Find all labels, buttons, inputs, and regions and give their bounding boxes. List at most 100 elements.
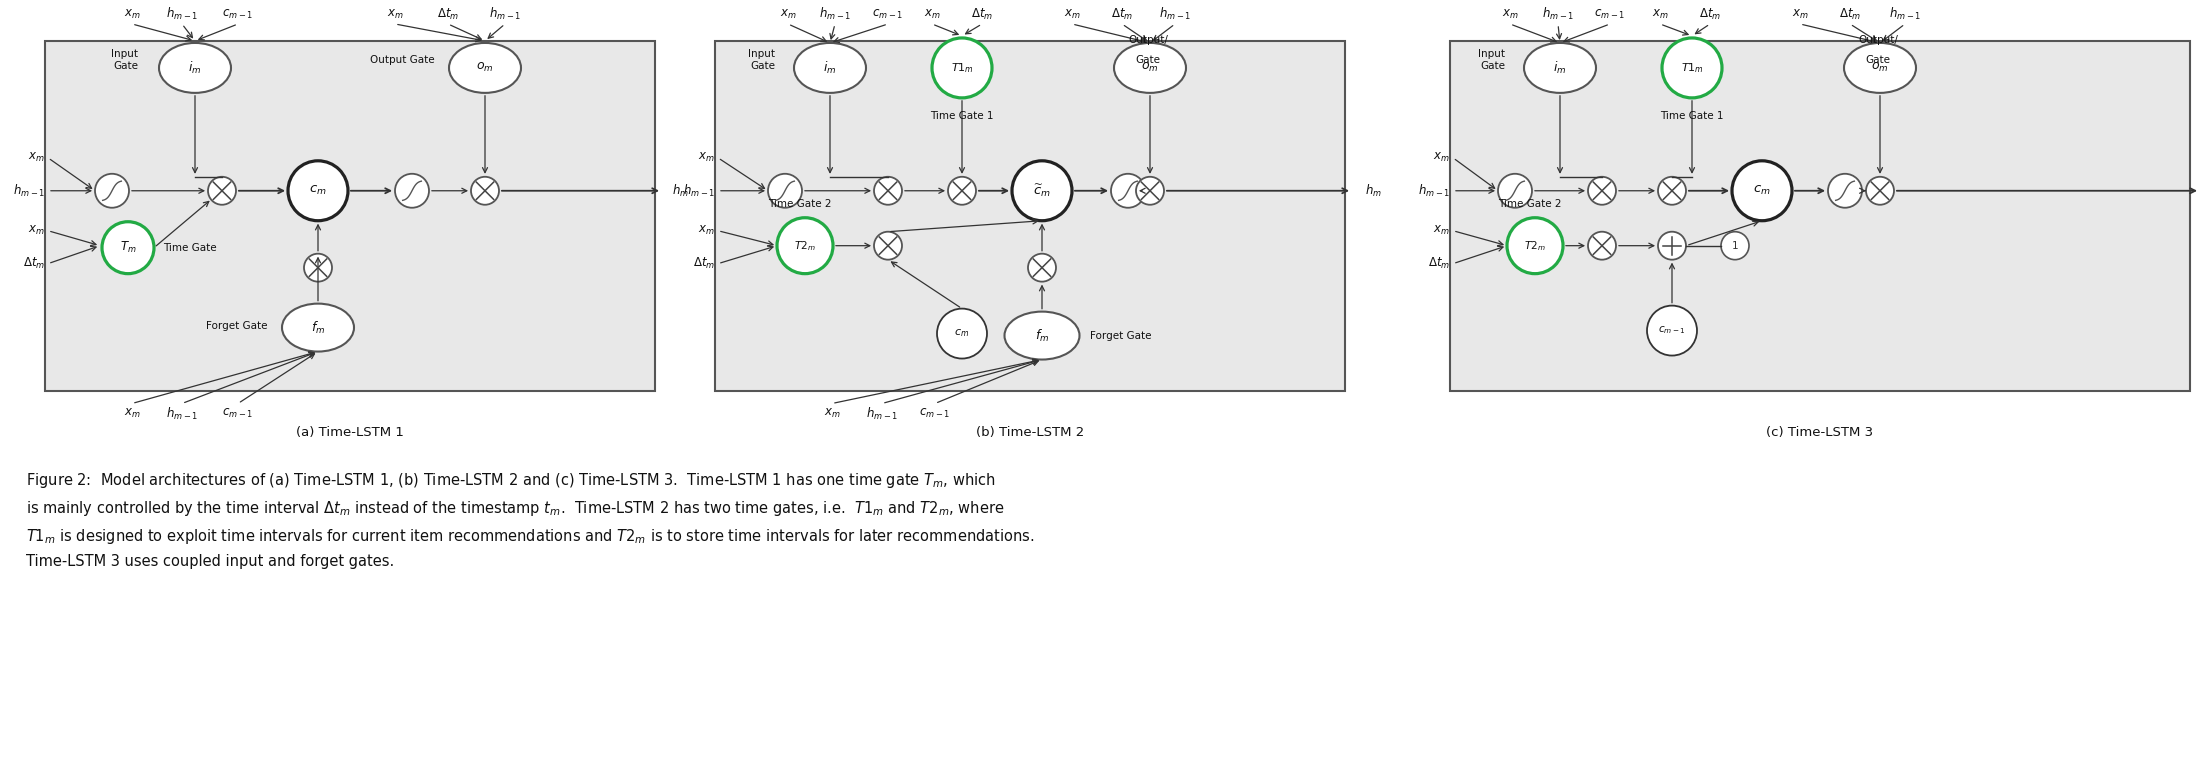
Text: $h_{m-1}$: $h_{m-1}$ (489, 6, 522, 22)
Circle shape (288, 161, 348, 220)
Text: $T2_m$: $T2_m$ (795, 239, 815, 253)
Circle shape (95, 174, 130, 207)
Text: $c_m$: $c_m$ (1753, 184, 1770, 197)
Text: $x_m$: $x_m$ (123, 407, 141, 420)
Text: (b) Time-LSTM 2: (b) Time-LSTM 2 (975, 426, 1083, 439)
Text: $o_m$: $o_m$ (1141, 61, 1158, 74)
Text: Input
Gate: Input Gate (110, 49, 139, 71)
Ellipse shape (1114, 43, 1187, 93)
Circle shape (1497, 174, 1533, 207)
Circle shape (1028, 253, 1057, 282)
Circle shape (1658, 232, 1687, 260)
Circle shape (1588, 232, 1616, 260)
Text: $x_m$: $x_m$ (1652, 8, 1669, 21)
Text: $\Delta t_m$: $\Delta t_m$ (22, 256, 44, 271)
Text: Output/: Output/ (1858, 35, 1898, 45)
Text: $\Delta t_m$: $\Delta t_m$ (1112, 6, 1134, 22)
Circle shape (101, 222, 154, 273)
Ellipse shape (159, 43, 231, 93)
Ellipse shape (1843, 43, 1916, 93)
Text: $\Delta t_m$: $\Delta t_m$ (1839, 6, 1861, 22)
Text: $h_{m-1}$: $h_{m-1}$ (165, 6, 198, 22)
Circle shape (207, 177, 236, 205)
Text: $T_m$: $T_m$ (119, 240, 137, 255)
Text: $h_m$: $h_m$ (1365, 183, 1383, 199)
Text: $x_m$: $x_m$ (1502, 8, 1519, 21)
Text: $h_{m-1}$: $h_{m-1}$ (819, 6, 850, 22)
Text: $T1_m$: $T1_m$ (1680, 61, 1704, 74)
Text: $h_{m-1}$: $h_{m-1}$ (1889, 6, 1920, 22)
Text: $\Delta t_m$: $\Delta t_m$ (436, 6, 458, 22)
Text: $c_{m-1}$: $c_{m-1}$ (222, 407, 253, 420)
Circle shape (1013, 161, 1072, 220)
Text: Output Gate: Output Gate (370, 55, 436, 65)
Text: $c_{m-1}$: $c_{m-1}$ (920, 407, 951, 420)
Text: $h_{m-1}$: $h_{m-1}$ (165, 406, 198, 422)
Text: $x_m$: $x_m$ (923, 8, 940, 21)
Text: $c_{m-1}$: $c_{m-1}$ (872, 8, 903, 21)
Text: $h_{m-1}$: $h_{m-1}$ (683, 183, 716, 199)
Text: Time Gate 2: Time Gate 2 (768, 199, 832, 209)
Text: $h_m$: $h_m$ (672, 183, 689, 199)
Text: Forget Gate: Forget Gate (1090, 330, 1152, 340)
Text: $x_m$: $x_m$ (698, 151, 716, 164)
Ellipse shape (795, 43, 865, 93)
Text: $h_{m-1}$: $h_{m-1}$ (1158, 6, 1191, 22)
Text: $x_m$: $x_m$ (29, 151, 44, 164)
Circle shape (1663, 38, 1722, 98)
Text: $x_m$: $x_m$ (780, 8, 797, 21)
Text: $c_m$: $c_m$ (308, 184, 326, 197)
Text: $h_{m-1}$: $h_{m-1}$ (1541, 6, 1574, 22)
Text: $x_m$: $x_m$ (824, 407, 841, 420)
Circle shape (1588, 177, 1616, 205)
Text: Output/: Output/ (1127, 35, 1167, 45)
FancyBboxPatch shape (716, 41, 1345, 390)
Text: Input
Gate: Input Gate (749, 49, 775, 71)
Text: $f_m$: $f_m$ (1035, 327, 1048, 343)
Circle shape (1722, 232, 1748, 260)
Circle shape (1506, 217, 1563, 273)
Text: $h_{m-1}$: $h_{m-1}$ (1418, 183, 1449, 199)
Text: $\Delta t_m$: $\Delta t_m$ (971, 6, 993, 22)
Circle shape (1112, 174, 1145, 207)
Ellipse shape (1004, 312, 1079, 359)
Text: $h_{m-1}$: $h_{m-1}$ (13, 183, 44, 199)
Circle shape (768, 174, 802, 207)
Text: $f_m$: $f_m$ (310, 319, 326, 336)
Text: Input
Gate: Input Gate (1478, 49, 1504, 71)
FancyBboxPatch shape (1449, 41, 2191, 390)
Circle shape (949, 177, 975, 205)
Circle shape (1828, 174, 1863, 207)
Text: $c_m$: $c_m$ (953, 328, 969, 339)
Text: 1: 1 (1731, 240, 1737, 250)
Text: Gate: Gate (1136, 55, 1160, 65)
Text: $\Delta t_m$: $\Delta t_m$ (1427, 256, 1449, 271)
Text: $\Delta t_m$: $\Delta t_m$ (1700, 6, 1722, 22)
Text: $c_{m-1}$: $c_{m-1}$ (1594, 8, 1625, 21)
Circle shape (1647, 306, 1698, 356)
Circle shape (1865, 177, 1894, 205)
Ellipse shape (1524, 43, 1596, 93)
Circle shape (394, 174, 429, 207)
Text: Time Gate 2: Time Gate 2 (1497, 199, 1561, 209)
Text: (a) Time-LSTM 1: (a) Time-LSTM 1 (295, 426, 403, 439)
Text: $\widetilde{c}_m$: $\widetilde{c}_m$ (1033, 183, 1050, 199)
Text: $x_m$: $x_m$ (1434, 151, 1449, 164)
Circle shape (931, 38, 991, 98)
Text: Forget Gate: Forget Gate (207, 320, 269, 330)
Text: $o_m$: $o_m$ (1872, 61, 1889, 74)
Text: $i_m$: $i_m$ (824, 60, 837, 76)
FancyBboxPatch shape (44, 41, 654, 390)
Text: Gate: Gate (1865, 55, 1892, 65)
Text: $x_m$: $x_m$ (388, 8, 403, 21)
Circle shape (938, 309, 986, 359)
Text: $T2_m$: $T2_m$ (1524, 239, 1546, 253)
Text: (c) Time-LSTM 3: (c) Time-LSTM 3 (1766, 426, 1874, 439)
Text: $x_m$: $x_m$ (29, 224, 44, 237)
Text: Time Gate: Time Gate (163, 243, 216, 253)
Circle shape (1658, 177, 1687, 205)
Text: $x_m$: $x_m$ (1064, 8, 1081, 21)
Text: Time Gate 1: Time Gate 1 (929, 111, 993, 121)
Text: $h_{m-1}$: $h_{m-1}$ (865, 406, 898, 422)
Circle shape (874, 232, 903, 260)
